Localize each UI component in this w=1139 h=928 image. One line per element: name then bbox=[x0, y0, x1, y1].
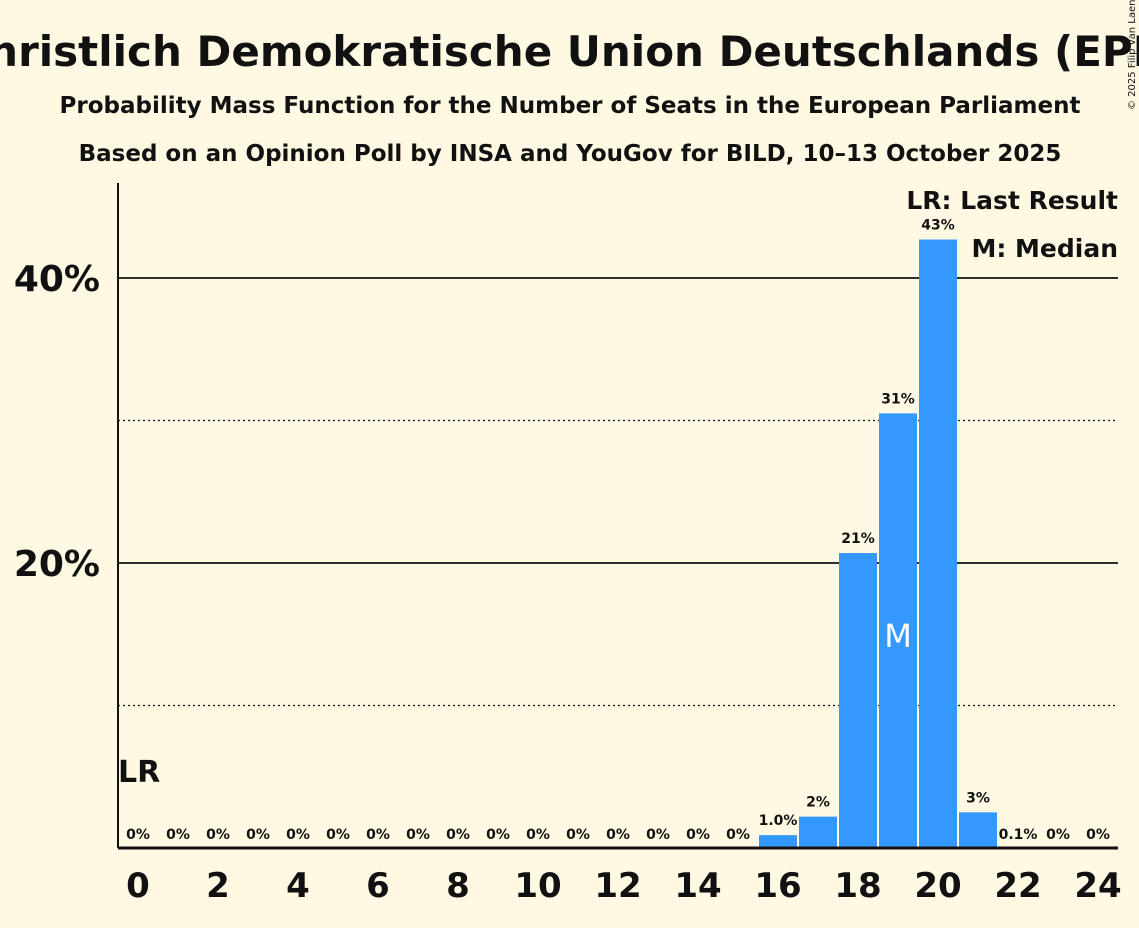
bar-label-background bbox=[758, 810, 798, 830]
bar-label: 2% bbox=[806, 795, 830, 811]
bar-label: 0% bbox=[646, 827, 670, 843]
x-tick-label: 22 bbox=[994, 866, 1041, 906]
bar bbox=[879, 413, 917, 848]
bar bbox=[799, 816, 837, 848]
bar bbox=[919, 239, 957, 848]
bar-label: 3% bbox=[966, 790, 990, 806]
x-tick-label: 10 bbox=[514, 866, 561, 906]
bar-label: 0% bbox=[526, 827, 550, 843]
x-tick-label: 20 bbox=[914, 866, 961, 906]
bar-label: 0% bbox=[726, 827, 750, 843]
bar-label: 0% bbox=[286, 827, 310, 843]
bar-label: 0% bbox=[166, 827, 190, 843]
bar-label-background bbox=[838, 528, 878, 548]
x-tick-label: 12 bbox=[594, 866, 641, 906]
bar-label: 0% bbox=[686, 827, 710, 843]
median-marker: M bbox=[884, 617, 912, 655]
bar-label-background bbox=[878, 388, 918, 408]
chart-title: Christlich Demokratische Union Deutschla… bbox=[0, 27, 1139, 76]
legend-last-result: LR: Last Result bbox=[906, 186, 1118, 215]
x-tick-label: 6 bbox=[366, 866, 390, 906]
y-tick-label: 20% bbox=[14, 544, 100, 585]
bar-label: 21% bbox=[841, 531, 875, 547]
x-tick-label: 8 bbox=[446, 866, 470, 906]
y-tick-label: 40% bbox=[14, 259, 100, 300]
bar-label: 0% bbox=[566, 827, 590, 843]
bar-label-background bbox=[798, 791, 838, 811]
bar-label: 0.1% bbox=[999, 827, 1038, 843]
bar-label: 0% bbox=[606, 827, 630, 843]
x-tick-label: 0 bbox=[126, 866, 150, 906]
bar-label: 0% bbox=[366, 827, 390, 843]
x-tick-label: 4 bbox=[286, 866, 310, 906]
x-tick-label: 18 bbox=[834, 866, 881, 906]
bar-label: 0% bbox=[1046, 827, 1070, 843]
bar bbox=[839, 553, 877, 848]
bar-label: 31% bbox=[881, 391, 915, 407]
bar-label: 0% bbox=[126, 827, 150, 843]
x-tick-label: 2 bbox=[206, 866, 230, 906]
bar-label: 43% bbox=[921, 218, 955, 234]
bar-label: 0% bbox=[486, 827, 510, 843]
bar-label: 0% bbox=[446, 827, 470, 843]
bar bbox=[959, 812, 997, 848]
x-tick-label: 16 bbox=[754, 866, 801, 906]
bar-label-background bbox=[918, 214, 958, 234]
bar-label: 0% bbox=[406, 827, 430, 843]
chart-subtitle: Probability Mass Function for the Number… bbox=[60, 93, 1081, 119]
x-tick-label: 14 bbox=[674, 866, 721, 906]
bar-label: 0% bbox=[206, 827, 230, 843]
bar-label: 0% bbox=[246, 827, 270, 843]
legend-median: M: Median bbox=[971, 234, 1118, 263]
bar-label: 0% bbox=[1086, 827, 1110, 843]
bar-label: 1.0% bbox=[759, 813, 798, 829]
bar-label: 0% bbox=[326, 827, 350, 843]
x-tick-label: 24 bbox=[1074, 866, 1121, 906]
bar bbox=[759, 835, 797, 848]
chart-subtitle-2: Based on an Opinion Poll by INSA and You… bbox=[79, 141, 1062, 167]
bar-label-background bbox=[958, 787, 998, 807]
copyright: © 2025 Filip van Laenen bbox=[1127, 0, 1138, 110]
last-result-marker: LR bbox=[118, 755, 160, 790]
